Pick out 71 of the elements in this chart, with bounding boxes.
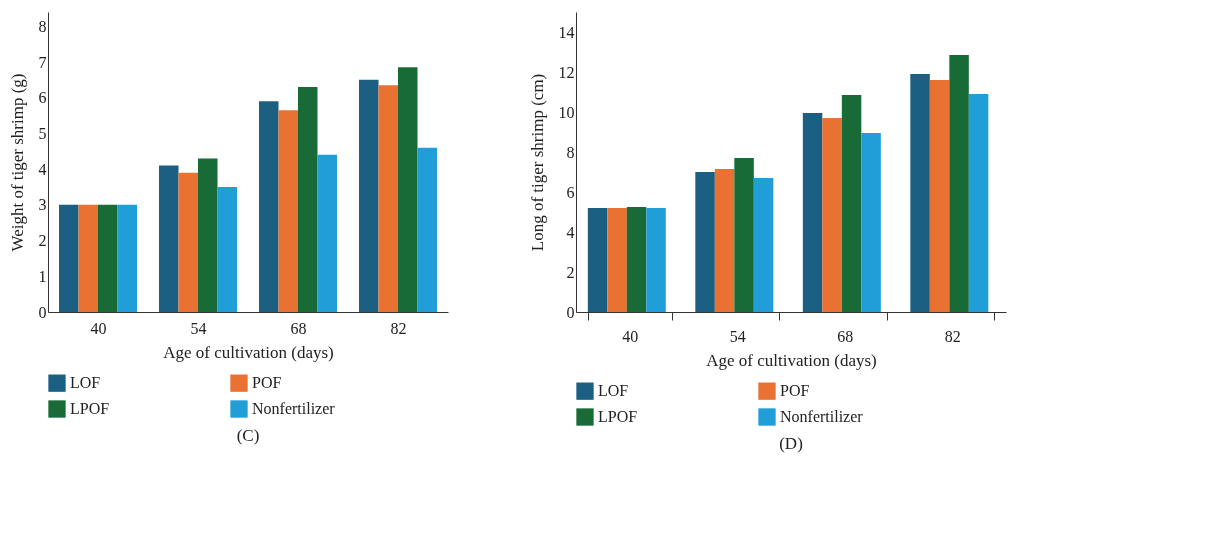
y-tick-label: 4 bbox=[38, 160, 47, 178]
x-tick-label: 40 bbox=[622, 327, 639, 345]
y-tick-label: 8 bbox=[38, 17, 47, 35]
x-tick-label: 54 bbox=[190, 319, 207, 337]
bar bbox=[417, 147, 437, 312]
y-tick-label: 1 bbox=[38, 267, 47, 285]
bar bbox=[949, 55, 969, 312]
y-tick-label: 0 bbox=[566, 303, 575, 321]
bar bbox=[78, 204, 98, 312]
bar bbox=[734, 158, 754, 312]
x-axis-title: Age of cultivation (days) bbox=[706, 350, 877, 370]
x-tick-label: 68 bbox=[837, 327, 854, 345]
bar bbox=[217, 187, 237, 312]
x-tick-label: 54 bbox=[729, 327, 746, 345]
bar bbox=[607, 208, 627, 312]
x-tick-label: 68 bbox=[290, 319, 307, 337]
bar bbox=[398, 67, 418, 312]
y-tick-label: 2 bbox=[38, 232, 47, 250]
y-tick-label: 14 bbox=[558, 23, 575, 41]
bar bbox=[117, 204, 137, 312]
bar bbox=[298, 87, 318, 312]
bar bbox=[714, 169, 735, 312]
x-tick-label: 82 bbox=[390, 319, 407, 337]
bar bbox=[587, 208, 608, 312]
y-tick-label: 3 bbox=[38, 196, 47, 214]
y-tick-label: 12 bbox=[558, 63, 575, 81]
bar bbox=[910, 74, 930, 312]
y-tick-label: 2 bbox=[566, 263, 575, 281]
bar bbox=[626, 207, 647, 312]
bar bbox=[259, 101, 279, 312]
y-tick-label: 7 bbox=[38, 53, 47, 71]
y-tick-label: 8 bbox=[566, 143, 575, 161]
bar bbox=[378, 85, 398, 312]
bar bbox=[59, 204, 79, 312]
y-tick-label: 4 bbox=[566, 223, 575, 241]
bar bbox=[198, 158, 218, 312]
text: (C) bbox=[236, 426, 260, 445]
bar bbox=[841, 95, 862, 312]
legend-label: LPOF bbox=[598, 408, 638, 425]
y-tick-label: 10 bbox=[558, 103, 575, 121]
y-tick-label: 6 bbox=[38, 89, 47, 107]
legend-label: POF bbox=[252, 374, 282, 392]
bar bbox=[98, 204, 118, 312]
x-tick-label: 40 bbox=[90, 319, 107, 337]
y-axis-title: Long of tiger shrimp (cm) bbox=[527, 73, 547, 252]
legend-label: Nonfertilizer bbox=[252, 400, 336, 417]
legend-label: LOF bbox=[598, 382, 629, 400]
bar bbox=[178, 172, 198, 312]
y-axis-title: Weight of tiger shrimp (g) bbox=[7, 73, 27, 252]
bar bbox=[822, 118, 842, 312]
bar bbox=[159, 165, 179, 312]
bar bbox=[359, 79, 379, 312]
bar bbox=[968, 94, 989, 312]
x-tick-label: 82 bbox=[944, 327, 961, 345]
legend-label: POF bbox=[780, 382, 810, 400]
legend-label: LPOF bbox=[70, 400, 110, 417]
y-tick-label: 6 bbox=[566, 183, 575, 201]
bar bbox=[861, 133, 881, 312]
y-tick-label: 0 bbox=[38, 303, 47, 321]
bar bbox=[802, 113, 823, 312]
bar bbox=[929, 80, 950, 312]
bar bbox=[646, 208, 666, 312]
bar bbox=[695, 172, 715, 312]
y-tick-label: 5 bbox=[38, 124, 47, 142]
legend-label: LOF bbox=[70, 374, 101, 392]
bar bbox=[317, 154, 337, 312]
legend-label: Nonfertilizer bbox=[780, 408, 864, 425]
bar bbox=[753, 178, 774, 312]
bar bbox=[278, 110, 298, 312]
text: (D) bbox=[779, 434, 803, 453]
x-axis-title: Age of cultivation (days) bbox=[163, 342, 334, 362]
